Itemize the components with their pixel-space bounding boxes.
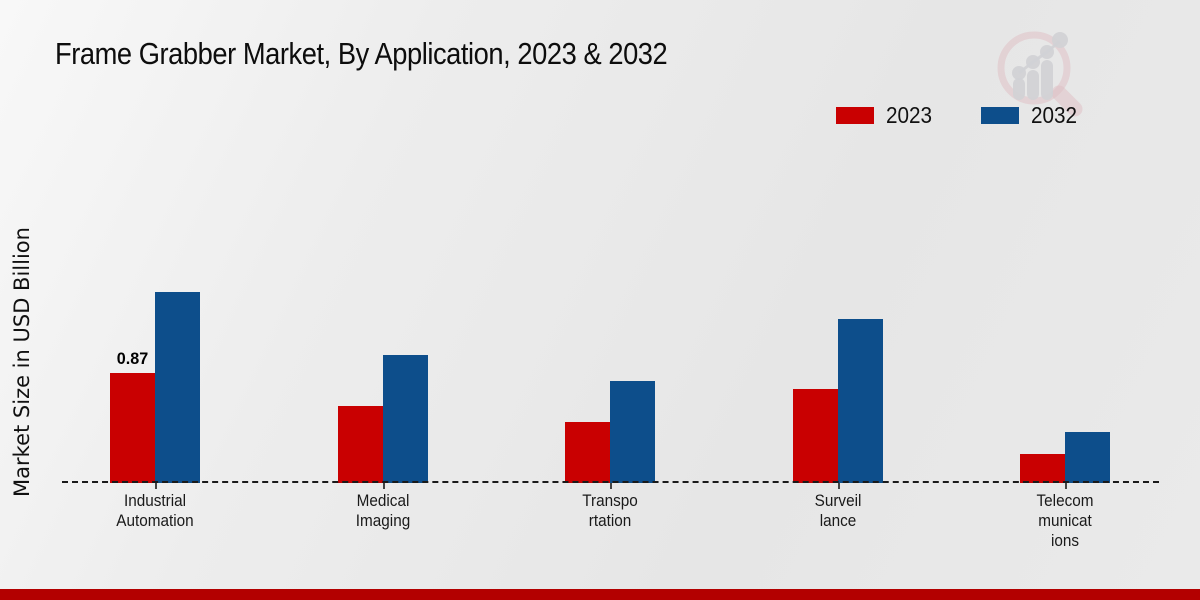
category-label-telecommunications: Telecom municat ions [1036,491,1094,550]
bar-value-label: 0.87 [116,349,149,368]
legend-swatch-2032 [981,107,1020,124]
legend-item-2023: 2023 [836,102,937,129]
x-axis-tick-industrial-automation [155,483,157,489]
x-axis-tick-medical-imaging [383,483,385,489]
x-axis-tick-surveillance [838,483,840,489]
bar-2023-transportation [565,422,610,483]
x-axis-tick-telecommunications [1065,483,1067,489]
bar-group-transportation [565,381,655,483]
bar-2032-telecommunications [1065,432,1110,483]
bar-group-industrial-automation: 0.87 [110,292,200,483]
plot-area: 0.87 [110,292,1110,483]
bar-2023-industrial-automation: 0.87 [110,349,155,483]
x-axis-baseline [62,481,1159,483]
bar-group-telecommunications [1020,432,1110,483]
legend-label-2023: 2023 [886,102,933,128]
bar-2032-industrial-automation [155,292,200,483]
bar-2032-surveillance [838,319,883,483]
bar-group-surveillance [793,319,883,483]
bar-2032-transportation [610,381,655,483]
magnifier-bar-chart-watermark-icon [997,31,1083,117]
category-label-surveillance: Surveil lance [814,491,862,530]
footer-red-bar [0,589,1200,600]
category-label-medical-imaging: Medical Imaging [355,491,411,530]
x-axis-tick-transportation [610,483,612,489]
category-label-industrial-automation: Industrial Automation [116,491,194,530]
bar-2023-surveillance [793,389,838,483]
legend-swatch-2023 [836,107,874,124]
bar-2023-telecommunications [1020,454,1065,483]
bar-2032-medical-imaging [383,355,428,483]
chart-title: Frame Grabber Market, By Application, 20… [55,36,668,71]
legend-item-2032: 2032 [981,102,1082,129]
bar-group-medical-imaging [338,355,428,483]
category-label-transportation: Transpo rtation [582,491,638,530]
legend-label-2032: 2032 [1031,102,1078,128]
legend: 2023 2032 [836,102,1082,129]
bar-2023-medical-imaging [338,406,383,483]
